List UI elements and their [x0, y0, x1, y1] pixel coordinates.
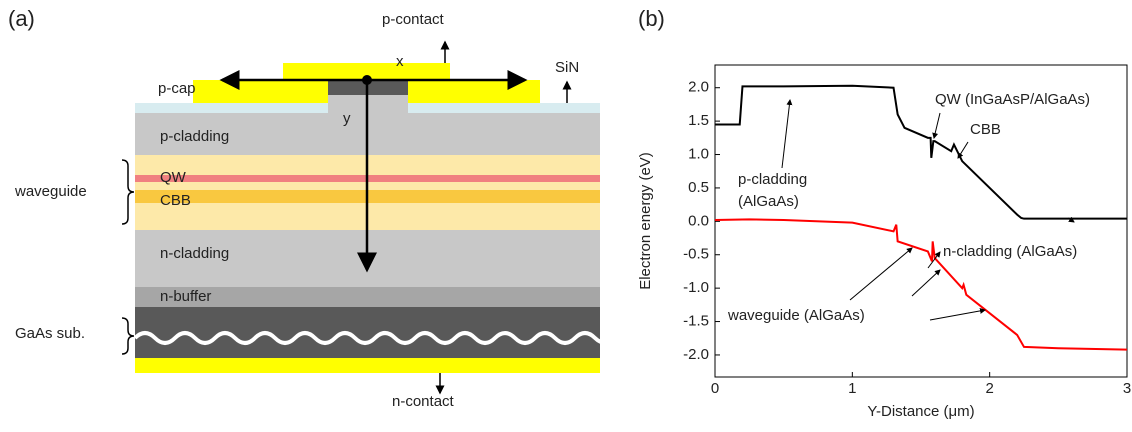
energy-chart: (b) Y-Distance (μm) Electron energy (eV)… [637, 6, 1131, 420]
substrate-label: GaAs sub. [15, 325, 85, 342]
annotation-arrow [927, 251, 941, 269]
annotation-arrow [911, 269, 941, 297]
energy-line [715, 84, 1127, 220]
y-tick-label: 1.0 [688, 145, 709, 162]
annotation: QW (InGaAsP/AlGaAs) [935, 91, 1090, 108]
x-axis-title: Y-Distance (μm) [867, 403, 974, 420]
n-contact-layer [135, 358, 600, 373]
x-label: x [396, 53, 404, 70]
n-buffer-layer [135, 287, 600, 307]
energy-line [714, 218, 1128, 351]
x-tick-label: 1 [848, 380, 856, 397]
n-contact-label: n-contact [392, 393, 455, 410]
cbb-label: CBB [160, 192, 191, 209]
p-cladding-label: p-cladding [160, 128, 229, 145]
annotation-arrow [957, 141, 969, 159]
y-tick-label: 1.5 [688, 112, 709, 129]
annotation-arrow [1067, 216, 1075, 223]
origin [362, 75, 372, 85]
device-diagram: (a) p-contact x SiN p-cap y p-cladding Q… [8, 6, 622, 410]
waveguide-label: waveguide [14, 183, 87, 200]
annotation: n-cladding (AlGaAs) [943, 243, 1077, 260]
annotation-arrow [781, 99, 793, 169]
annotation: waveguide (AlGaAs) [727, 307, 865, 324]
y-tick-label: -0.5 [683, 246, 709, 263]
panel-label: (a) [8, 6, 35, 31]
plot-frame [714, 64, 1128, 378]
p-contact-label: p-contact [382, 11, 445, 28]
y-label: y [343, 110, 351, 127]
panel-label: (b) [638, 6, 665, 31]
qw-label: QW [160, 169, 187, 186]
y-tick-label: -1.0 [683, 279, 709, 296]
p-contact-layer [283, 63, 450, 83]
y-tick-label: 0.0 [688, 212, 709, 229]
x-tick-label: 2 [985, 380, 993, 397]
y-tick-label: 0.5 [688, 179, 709, 196]
y-axis-title: Electron energy (eV) [637, 152, 654, 290]
annotation: CBB [970, 121, 1001, 138]
x-tick-label: 0 [711, 380, 719, 397]
substrate-brace [121, 317, 135, 355]
waveguide-brace [121, 159, 135, 225]
p-cap-label: p-cap [158, 80, 196, 97]
annotation-arrow [929, 307, 986, 321]
sin-label: SiN [555, 59, 579, 76]
x-tick-label: 3 [1123, 380, 1131, 397]
y-tick-label: -2.0 [683, 346, 709, 363]
n-buffer-label: n-buffer [160, 288, 211, 305]
wavy-break [133, 331, 622, 345]
y-tick-label: 2.0 [688, 79, 709, 96]
annotation: p-cladding [738, 171, 807, 188]
annotation-arrow [932, 112, 941, 139]
annotation-arrow [849, 247, 913, 301]
substrate-layer [135, 307, 600, 358]
annotation: (AlGaAs) [738, 193, 799, 210]
y-tick-label: -1.5 [683, 313, 709, 330]
n-cladding-label: n-cladding [160, 245, 229, 262]
